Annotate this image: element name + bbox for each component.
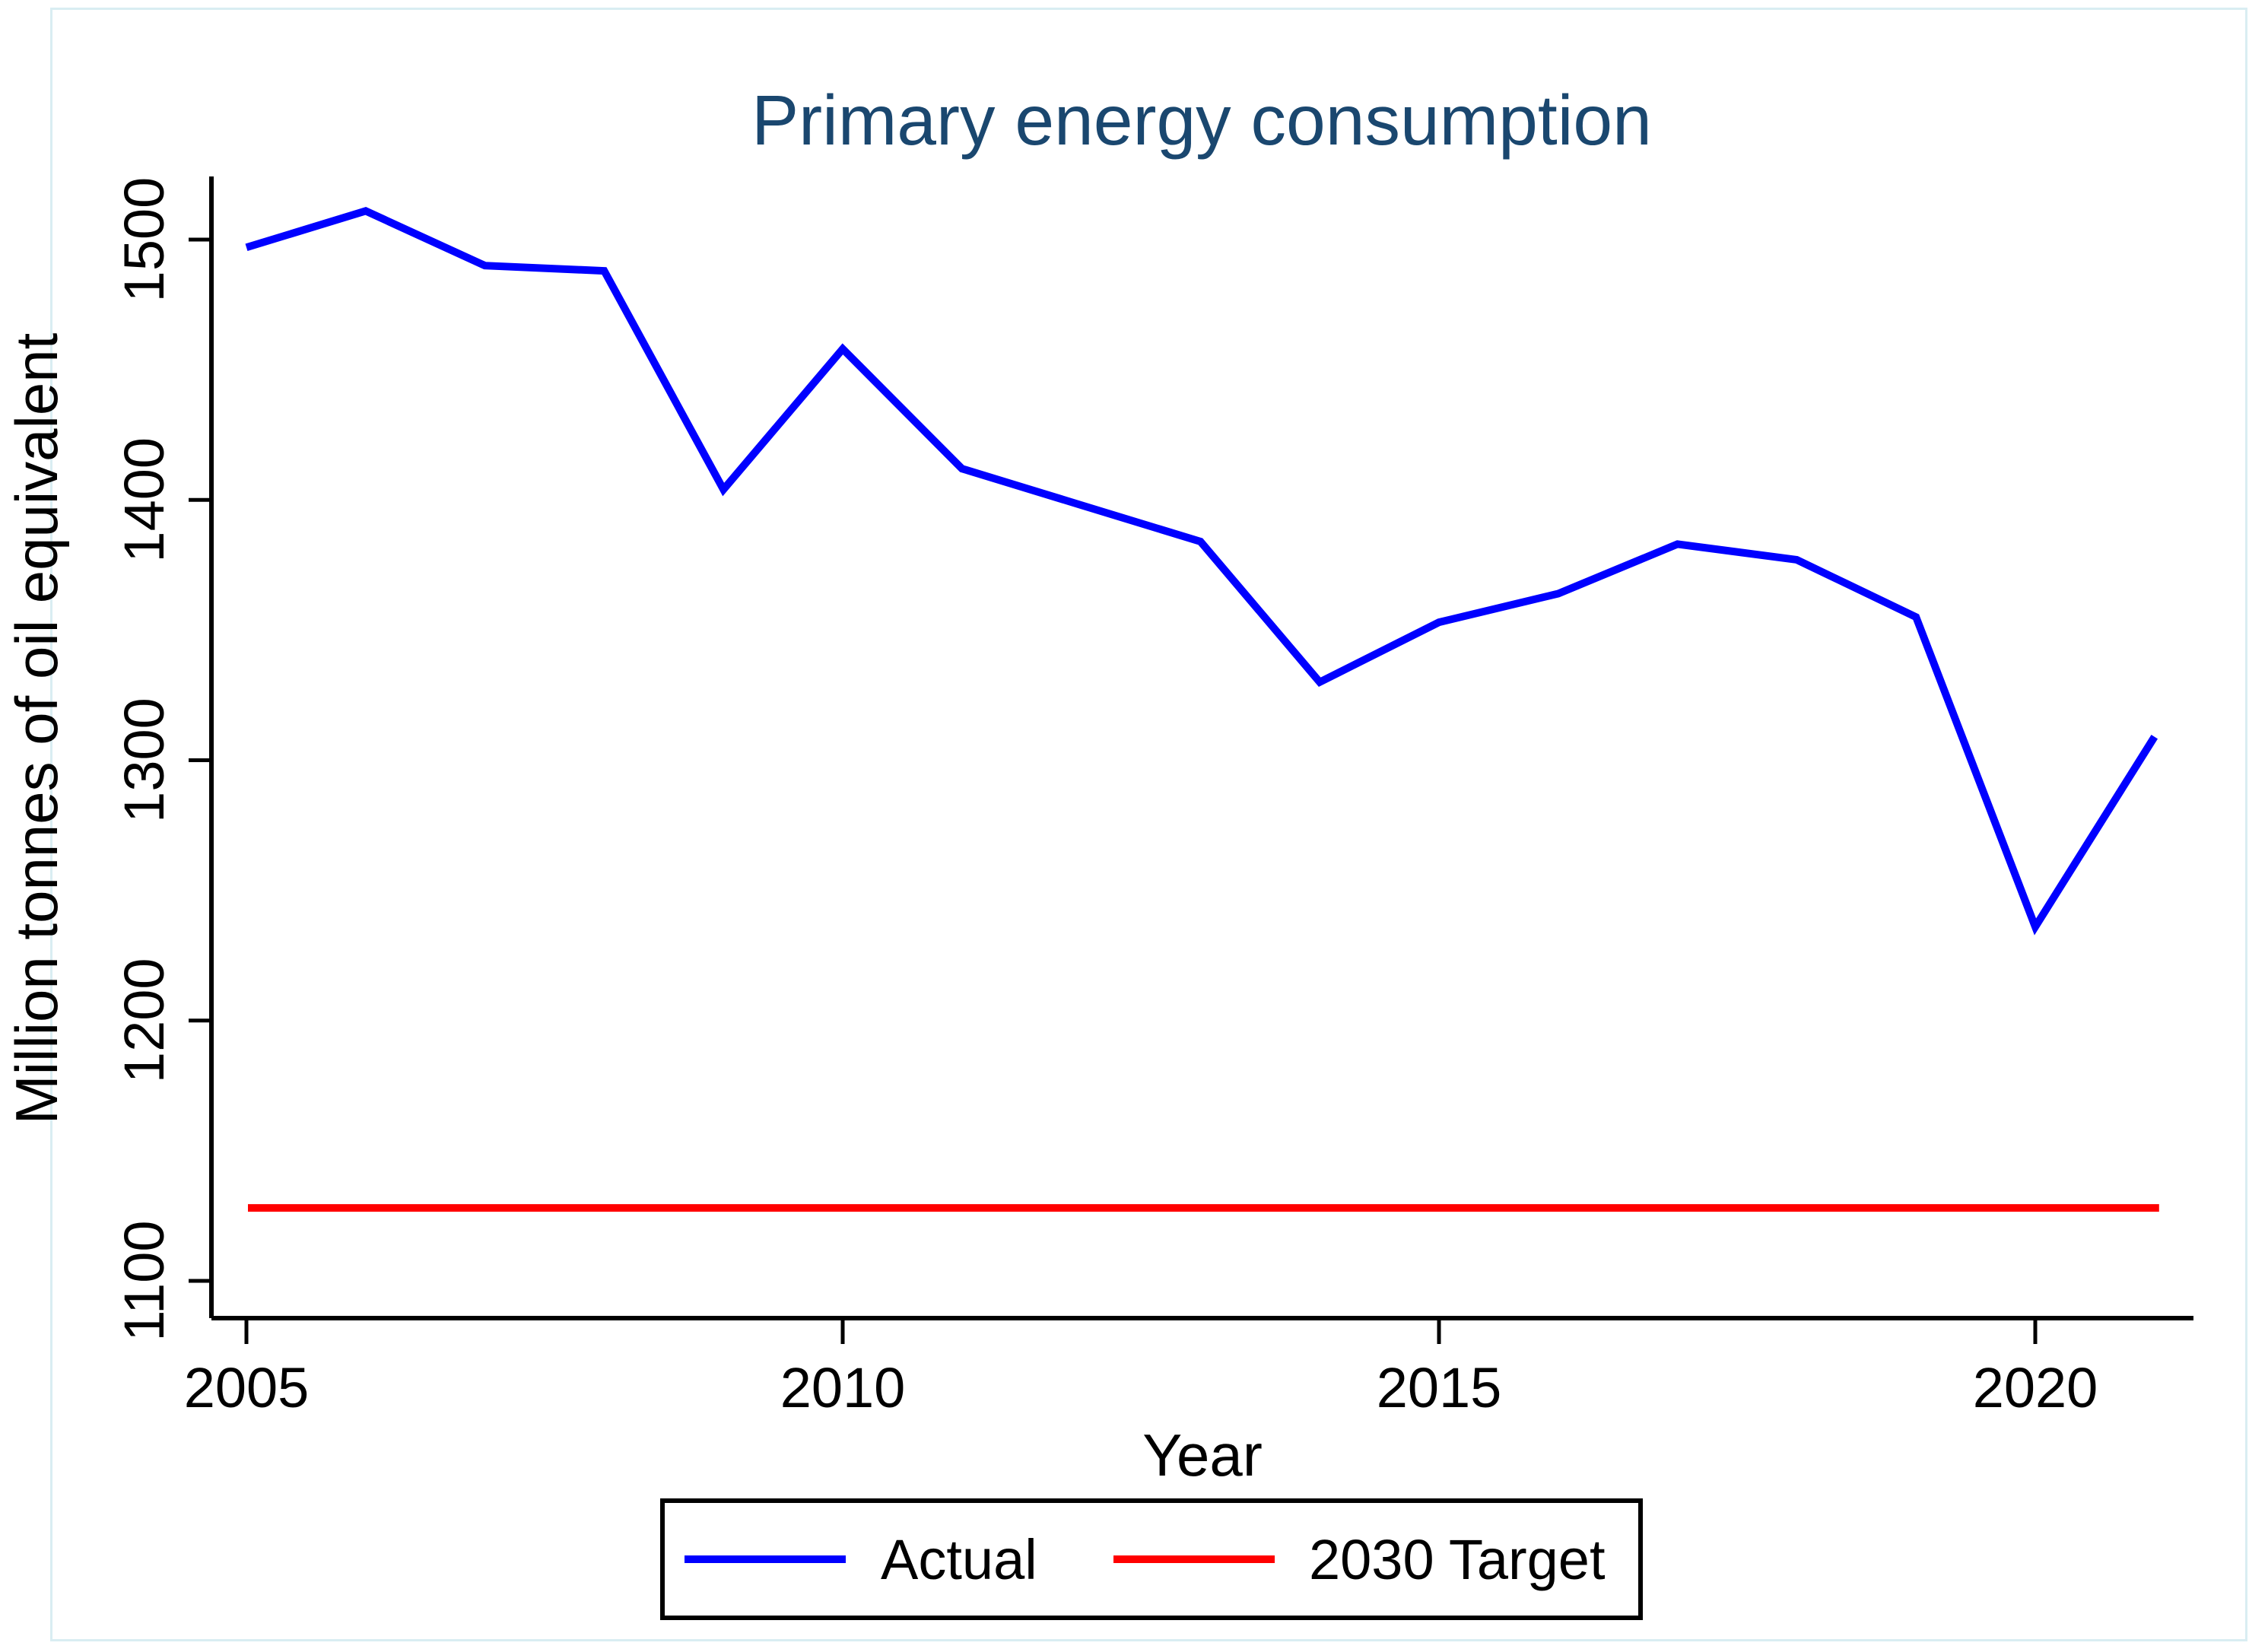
- chart-title: Primary energy consumption: [751, 81, 1652, 160]
- y-tick-label: 1300: [113, 697, 176, 823]
- x-tick-label: 2020: [1973, 1356, 2098, 1419]
- y-ticks: 1100 1200 1300 1400 1500: [113, 177, 214, 1342]
- x-tick-label: 2010: [780, 1356, 906, 1419]
- y-tick-label: 1100: [113, 1220, 176, 1341]
- legend: Actual 2030 Target: [660, 1498, 1643, 1620]
- actual-series-line: [245, 207, 2158, 936]
- legend-label-target: 2030 Target: [1309, 1528, 1606, 1591]
- y-tick-label: 1500: [113, 177, 176, 303]
- legend-label-actual: Actual: [881, 1528, 1037, 1591]
- x-axis-title: Year: [1142, 1422, 1263, 1489]
- y-tick-label: 1200: [113, 958, 176, 1083]
- y-axis-title: Million tonnes of oil equivalent: [3, 332, 70, 1124]
- x-tick-label: 2015: [1377, 1356, 1502, 1419]
- y-tick-label: 1400: [113, 437, 176, 563]
- x-tick-label: 2005: [184, 1356, 310, 1419]
- x-ticks: 2005 2010 2015 2020: [184, 1318, 2098, 1419]
